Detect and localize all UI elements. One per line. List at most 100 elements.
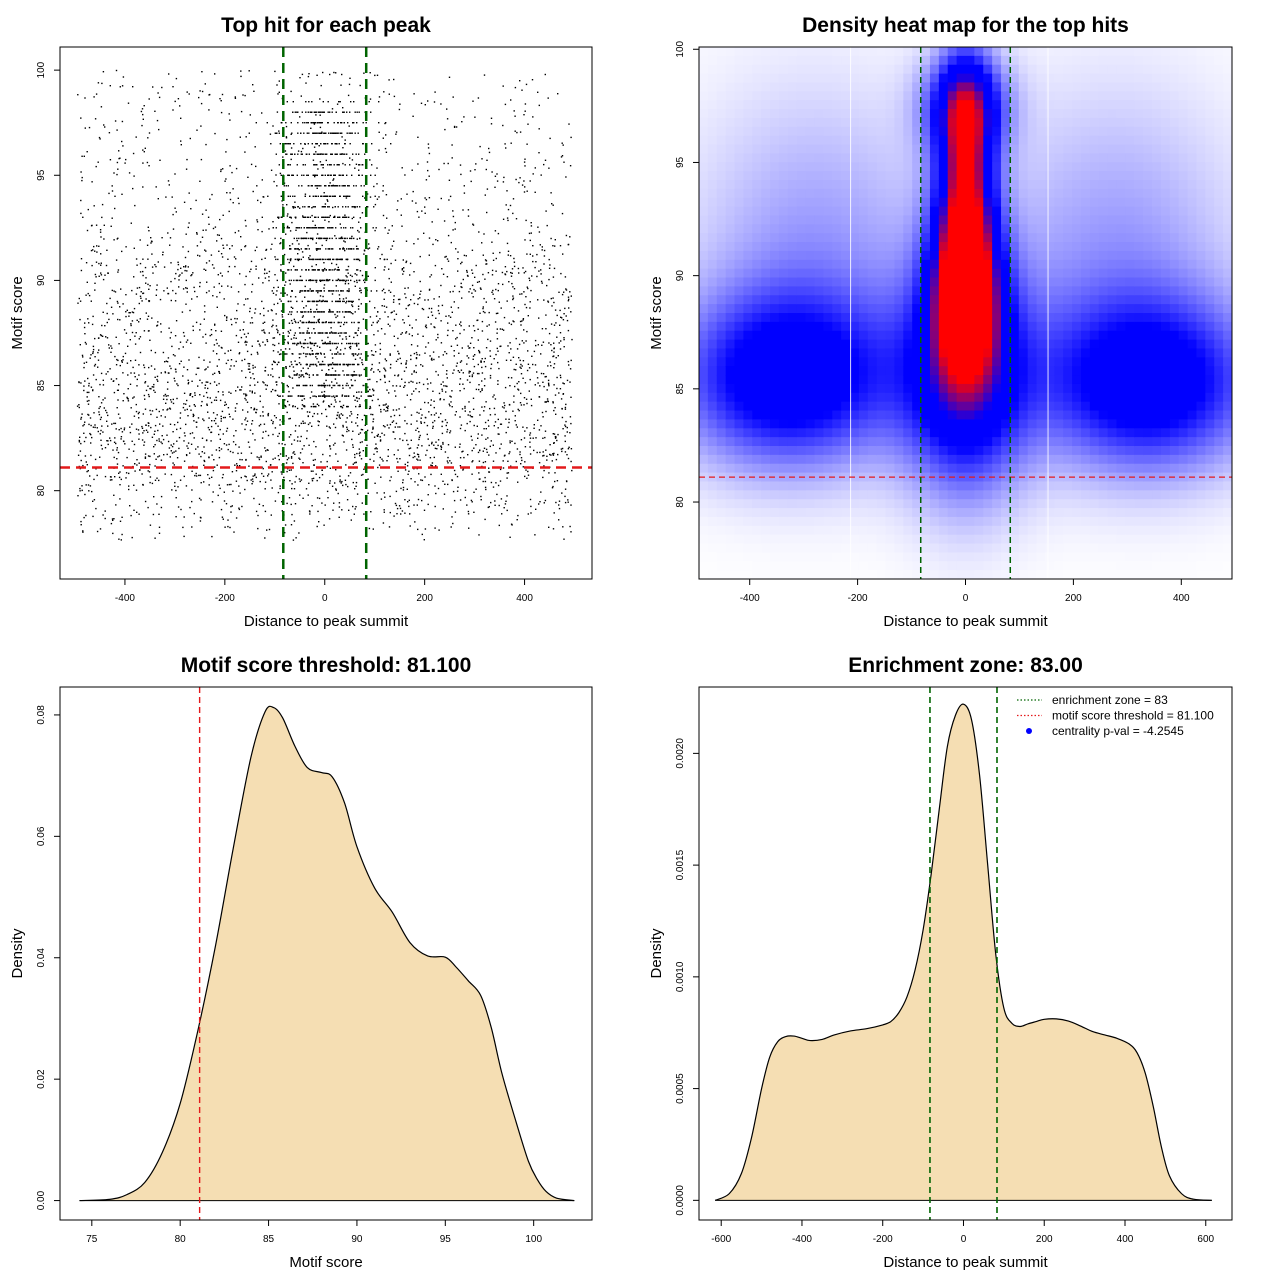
scatter-point [492, 289, 494, 292]
scatter-point [150, 237, 152, 239]
scatter-point [355, 405, 357, 408]
scatter-point [517, 408, 519, 411]
scatter-point [323, 132, 325, 134]
scatter-point [308, 248, 310, 250]
scatter-point [285, 153, 287, 155]
scatter-point [447, 329, 449, 332]
scatter-point [306, 231, 308, 234]
scatter-point [339, 153, 341, 155]
scatter-point [548, 332, 551, 335]
scatter-point [304, 237, 306, 239]
scatter-point [493, 407, 496, 410]
scatter-point [555, 501, 557, 504]
scatter-point [297, 279, 299, 282]
scatter-point [286, 204, 288, 206]
scatter-point [294, 206, 296, 209]
scatter-point [444, 351, 446, 353]
scatter-point [228, 113, 230, 115]
scatter-point [537, 226, 539, 228]
scatter-point [312, 374, 314, 376]
scatter-point [327, 111, 329, 113]
scatter-point [552, 401, 554, 403]
scatter-point [410, 423, 412, 425]
scatter-point [413, 370, 415, 372]
scatter-point [285, 367, 287, 369]
scatter-point [83, 362, 85, 364]
scatter-point [199, 285, 201, 288]
scatter-point [384, 227, 386, 229]
scatter-point [136, 464, 138, 466]
scatter-point [304, 122, 306, 124]
scatter-point [414, 455, 416, 458]
scatter-point [328, 227, 330, 229]
scatter-point [568, 307, 570, 309]
scatter-point [337, 206, 339, 208]
scatter-point [264, 269, 266, 271]
scatter-point [210, 425, 213, 428]
scatter-point [543, 454, 545, 457]
scatter-point [405, 331, 408, 333]
scatter-point [374, 344, 377, 346]
scatter-point [307, 206, 309, 208]
scatter-point [402, 489, 405, 491]
scatter-point [447, 234, 450, 237]
scatter-point [313, 344, 315, 347]
scatter-point [175, 272, 177, 275]
scatter-point [199, 241, 202, 243]
scatter-point [304, 206, 306, 208]
scatter-point [188, 359, 190, 361]
scatter-point [485, 401, 487, 403]
scatter-point [353, 321, 355, 324]
scatter-point [103, 124, 105, 126]
scatter-point [335, 258, 337, 261]
scatter-point [244, 219, 247, 222]
scatter-point [98, 396, 100, 398]
scatter-point [189, 506, 191, 509]
scatter-point [541, 344, 543, 346]
scatter-point [516, 131, 518, 134]
scatter-point [223, 298, 225, 300]
scatter-point [100, 253, 102, 255]
scatter-point [344, 214, 346, 216]
scatter-point [218, 433, 220, 436]
scatter-point [357, 269, 359, 271]
scatter-point [389, 511, 391, 514]
scatter-point [427, 316, 429, 318]
scatter-point [277, 258, 279, 261]
scatter-point [369, 98, 372, 100]
scatter-point [386, 389, 388, 391]
scatter-point [507, 219, 509, 222]
scatter-point [497, 283, 500, 285]
scatter-point [556, 480, 559, 482]
scatter-point [184, 266, 187, 268]
scatter-point [433, 326, 435, 328]
scatter-point [83, 423, 85, 426]
scatter-point [506, 472, 508, 474]
scatter-point [470, 499, 473, 502]
scatter-point [529, 301, 531, 303]
scatter-point [499, 423, 502, 425]
scatter-point [227, 407, 230, 409]
scatter-point [324, 384, 326, 387]
scatter-point [110, 306, 113, 308]
scatter-point [564, 435, 566, 437]
scatter-point [560, 448, 563, 450]
scatter-point [385, 134, 387, 136]
scatter-point [346, 174, 348, 176]
scatter-point [372, 418, 375, 420]
scatter-point [352, 446, 354, 448]
scatter-point [250, 452, 253, 454]
scatter-point [84, 127, 86, 129]
scatter-point [469, 370, 471, 373]
scatter-point [326, 460, 328, 463]
scatter-point [305, 488, 308, 490]
scatter-point [334, 426, 337, 429]
scatter-point [255, 476, 257, 479]
scatter-point [246, 341, 248, 343]
scatter-point [467, 357, 470, 359]
scatter-point [328, 290, 330, 292]
scatter-point [192, 329, 194, 332]
scatter-point [77, 94, 79, 96]
scatter-point [346, 374, 348, 376]
scatter-point [463, 192, 466, 194]
